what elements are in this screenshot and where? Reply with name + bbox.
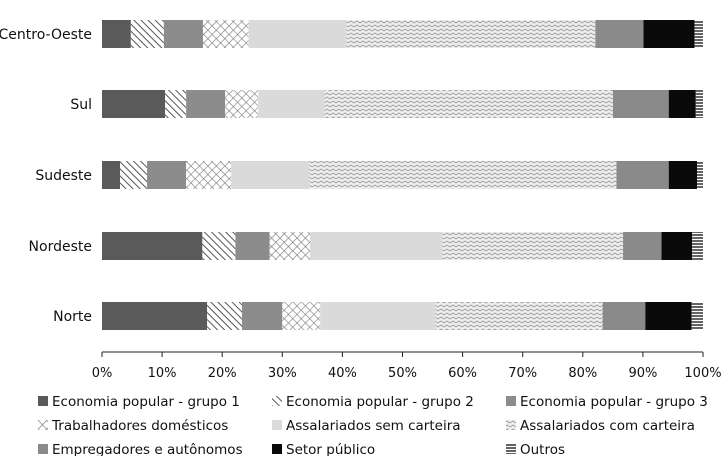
legend-swatch-trabalhadores-domesticos — [38, 420, 48, 430]
bar-segment-nordeste-setor-publico — [661, 232, 693, 260]
bar-segment-sul-economia-popular-grupo-3 — [186, 90, 226, 118]
legend-label-assalariados-com-carteira: Assalariados com carteira — [520, 418, 695, 434]
legend-label-assalariados-sem-carteira: Assalariados sem carteira — [286, 418, 461, 434]
legend-label-setor-publico: Setor público — [286, 442, 375, 456]
bar-segment-nordeste-assalariados-com-carteira — [442, 232, 624, 260]
legend-swatch-economia-popular-grupo-1 — [38, 396, 48, 406]
legend: Economia popular - grupo 1 Economia popul… — [38, 394, 708, 458]
bar-segment-sudeste-economia-popular-grupo-1 — [102, 161, 121, 189]
legend-swatch-assalariados-sem-carteira — [272, 420, 282, 430]
legend-label-trabalhadores-domesticos: Trabalhadores domésticos — [51, 418, 228, 434]
category-label-centro-oeste: Centro-Oeste — [0, 27, 92, 43]
bar-segment-sul-outros — [695, 90, 703, 118]
bar-segment-centro-oeste-empregadores-e-autonomos — [595, 20, 644, 48]
bar-segment-nordeste-trabalhadores-domesticos — [269, 232, 310, 260]
bar-segment-norte-economia-popular-grupo-2 — [207, 302, 243, 330]
legend-swatch-assalariados-com-carteira — [506, 420, 516, 430]
x-tick-label: 40% — [328, 366, 357, 381]
x-tick-label: 60% — [448, 366, 477, 381]
bar-segment-sudeste-economia-popular-grupo-3 — [147, 161, 187, 189]
bar-segment-sudeste-trabalhadores-domesticos — [186, 161, 232, 189]
bar-segment-centro-oeste-assalariados-com-carteira — [346, 20, 596, 48]
bar-segment-nordeste-empregadores-e-autonomos — [623, 232, 662, 260]
bar-segment-sul-setor-publico — [668, 90, 696, 118]
bar-segment-nordeste-assalariados-sem-carteira — [309, 232, 443, 260]
bar-segment-nordeste-economia-popular-grupo-3 — [235, 232, 270, 260]
legend-label-economia-popular-grupo-2: Economia popular - grupo 2 — [286, 394, 474, 410]
x-tick-label: 70% — [508, 366, 537, 381]
category-label-sudeste: Sudeste — [35, 168, 92, 184]
bar-segment-centro-oeste-economia-popular-grupo-3 — [163, 20, 203, 48]
legend-swatch-outros — [506, 444, 516, 454]
bar-segment-norte-setor-publico — [645, 302, 692, 330]
bar-segment-sul-trabalhadores-domesticos — [225, 90, 259, 118]
bar-segment-centro-oeste-economia-popular-grupo-2 — [130, 20, 164, 48]
bar-segment-sudeste-economia-popular-grupo-2 — [120, 161, 148, 189]
x-tick-label: 80% — [568, 366, 597, 381]
bar-segment-centro-oeste-trabalhadores-domesticos — [202, 20, 249, 48]
bar-segment-sudeste-setor-publico — [668, 161, 697, 189]
legend-label-economia-popular-grupo-1: Economia popular - grupo 1 — [52, 394, 240, 410]
x-tick-label: 90% — [628, 366, 657, 381]
legend-swatch-setor-publico — [272, 444, 282, 454]
bar-segment-norte-empregadores-e-autonomos — [602, 302, 646, 330]
bar-segment-sudeste-outros — [696, 161, 703, 189]
bar-segment-norte-assalariados-com-carteira — [435, 302, 603, 330]
legend-swatch-empregadores-e-autonomos — [38, 444, 48, 454]
bar-segment-nordeste-economia-popular-grupo-1 — [102, 232, 203, 260]
x-tick-label: 20% — [208, 366, 237, 381]
bar-segment-sul-assalariados-com-carteira — [324, 90, 613, 118]
bar-segment-centro-oeste-assalariados-sem-carteira — [248, 20, 346, 48]
bar-segment-sudeste-empregadores-e-autonomos — [616, 161, 669, 189]
bar-segment-norte-trabalhadores-domesticos — [282, 302, 321, 330]
bar-segment-sul-economia-popular-grupo-1 — [102, 90, 166, 118]
category-label-sul: Sul — [70, 97, 92, 113]
x-tick-label: 10% — [148, 366, 177, 381]
bar-segment-centro-oeste-economia-popular-grupo-1 — [102, 20, 131, 48]
bars-layer — [102, 20, 703, 330]
bar-segment-sul-empregadores-e-autonomos — [612, 90, 669, 118]
legend-label-empregadores-e-autonomos: Empregadores e autônomos — [52, 442, 243, 456]
bar-segment-sudeste-assalariados-sem-carteira — [231, 161, 310, 189]
legend-swatch-economia-popular-grupo-2 — [272, 396, 282, 406]
x-axis: 0% 10% 20% 30% 40% 50% 60% 70% 80% 90% 100% — [92, 351, 721, 381]
legend-label-economia-popular-grupo-3: Economia popular - grupo 3 — [520, 394, 708, 410]
bar-segment-norte-economia-popular-grupo-3 — [242, 302, 283, 330]
x-tick-label: 50% — [388, 366, 417, 381]
bar-segment-norte-outros — [691, 302, 703, 330]
x-tick-label: 0% — [92, 366, 113, 381]
bar-segment-nordeste-outros — [692, 232, 703, 260]
bar-segment-norte-assalariados-sem-carteira — [320, 302, 436, 330]
category-label-norte: Norte — [53, 309, 92, 325]
y-axis-categories: Centro-Oeste Sul Sudeste Nordeste Norte — [0, 27, 92, 325]
bar-segment-nordeste-economia-popular-grupo-2 — [202, 232, 236, 260]
legend-label-outros: Outros — [520, 442, 565, 456]
bar-segment-sul-economia-popular-grupo-2 — [165, 90, 187, 118]
legend-swatch-economia-popular-grupo-3 — [506, 396, 516, 406]
x-tick-label: 100% — [684, 366, 721, 381]
bar-segment-sudeste-assalariados-com-carteira — [309, 161, 617, 189]
bar-segment-sul-assalariados-sem-carteira — [258, 90, 325, 118]
bar-segment-centro-oeste-setor-publico — [643, 20, 695, 48]
bar-segment-centro-oeste-outros — [694, 20, 703, 48]
x-tick-label: 30% — [268, 366, 297, 381]
bar-segment-norte-economia-popular-grupo-1 — [102, 302, 208, 330]
category-label-nordeste: Nordeste — [29, 239, 92, 255]
